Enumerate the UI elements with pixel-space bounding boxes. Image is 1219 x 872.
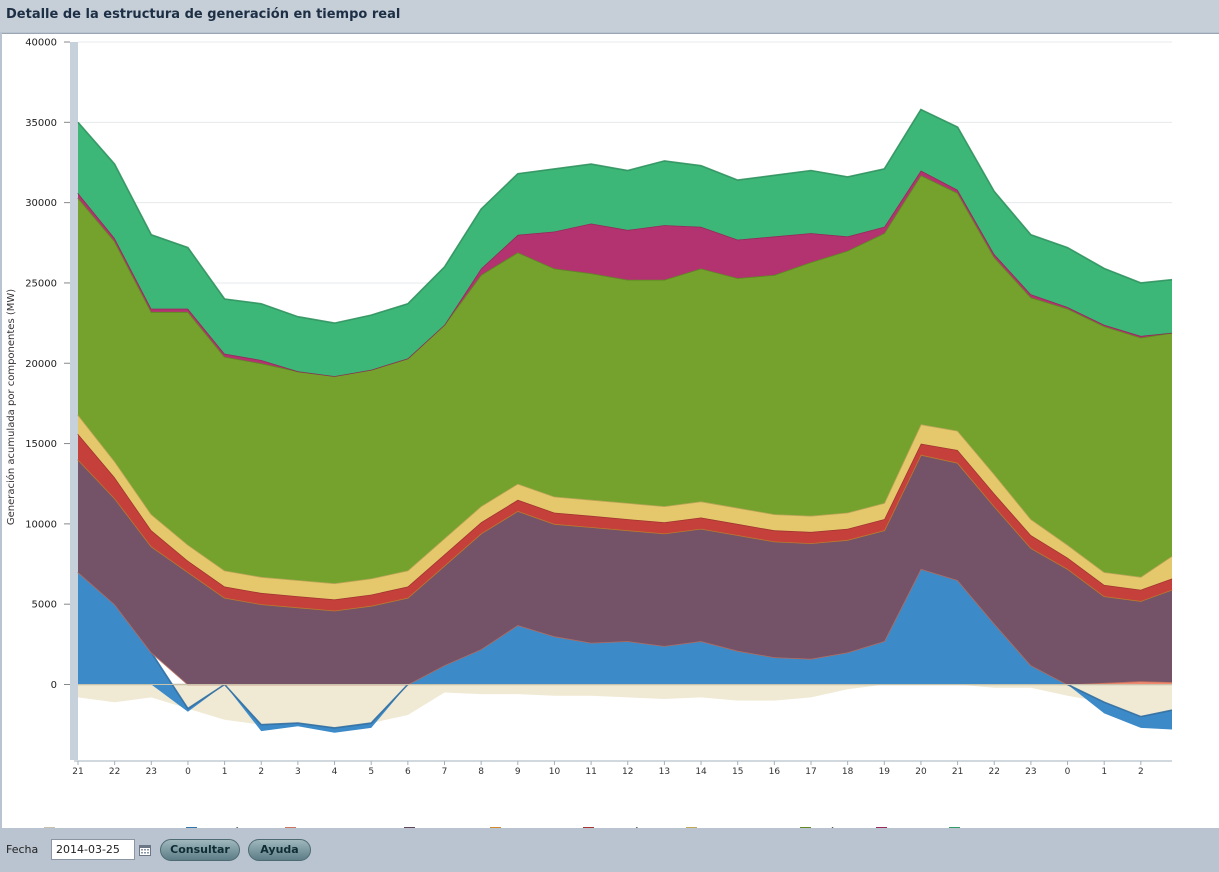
x-tick-label: 5: [368, 767, 374, 777]
x-tick-label: 1: [1101, 767, 1107, 777]
y-axis-bar: [70, 42, 78, 760]
footer-toolbar: Fecha Consultar Ayuda: [0, 828, 1219, 872]
x-tick-label: 12: [622, 767, 633, 777]
ayuda-button[interactable]: Ayuda: [248, 839, 311, 861]
date-label: Fecha: [6, 843, 39, 856]
axes: 0 5000 10000 15000 20000 25000 30000 35000 40000…: [25, 38, 1172, 777]
x-tick-label: 22: [109, 767, 120, 777]
x-tick-label: 14: [695, 767, 707, 777]
y-axis-title: Generación acumulada por componentes (MW…: [5, 289, 17, 525]
generation-chart: 0 5000 10000 15000 20000 25000 30000 35000 40000…: [5, 38, 1173, 777]
x-tick-label: 15: [732, 767, 743, 777]
x-tick-label: 18: [842, 767, 854, 777]
y-tick-label: 40000: [25, 38, 57, 49]
x-tick-label: 2: [258, 767, 264, 777]
x-tick-label: 7: [442, 767, 448, 777]
series-area: [78, 684, 1172, 728]
y-tick-label: 30000: [25, 198, 57, 209]
x-tick-label: 10: [549, 767, 561, 777]
x-tick-label: 16: [769, 767, 781, 777]
x-tick-label: 11: [585, 767, 596, 777]
area-series: [77, 108, 1173, 733]
x-tick-label: 20: [915, 767, 927, 777]
x-tick-label: 8: [478, 767, 484, 777]
series-area: [78, 454, 1172, 685]
y-tick-label: 35000: [25, 118, 57, 129]
series-area: [78, 170, 1172, 377]
series-area: [78, 109, 1172, 377]
series-area: [78, 433, 1172, 611]
x-tick-label: 2: [1138, 767, 1144, 777]
x-tick-label: 21: [72, 767, 83, 777]
series-line: [77, 108, 1173, 324]
x-tick-label: 3: [295, 767, 301, 777]
x-tick-label: 19: [879, 767, 891, 777]
x-tick-label: 6: [405, 767, 411, 777]
x-tick-label: 21: [952, 767, 963, 777]
date-input[interactable]: [51, 839, 135, 860]
series-area: [78, 414, 1172, 600]
x-tick-label: 23: [146, 767, 157, 777]
x-tick-label: 22: [989, 767, 1000, 777]
page-title: Detalle de la estructura de generación e…: [6, 7, 401, 22]
x-tick-label: 0: [1065, 767, 1071, 777]
y-tick-label: 15000: [25, 439, 57, 450]
x-tick-label: 17: [805, 767, 816, 777]
x-tick-label: 4: [332, 767, 338, 777]
x-tick-label: 23: [1025, 767, 1036, 777]
x-tick-label: 1: [222, 767, 228, 777]
y-tick-label: 5000: [32, 600, 57, 611]
y-tick-label: 20000: [25, 359, 57, 370]
y-tick-label: 0: [51, 680, 57, 691]
x-tick-label: 9: [515, 767, 521, 777]
calendar-icon[interactable]: [139, 844, 151, 856]
header: Detalle de la estructura de generación e…: [0, 0, 1219, 32]
y-tick-label: 25000: [25, 278, 57, 289]
series-area: [78, 568, 1172, 733]
x-tick-label: 0: [185, 767, 191, 777]
series-area: [78, 175, 1172, 584]
consultar-button[interactable]: Consultar: [160, 839, 240, 861]
y-tick-label: 10000: [25, 519, 57, 530]
chart-panel: 0 5000 10000 15000 20000 25000 30000 35000 40000…: [2, 33, 1219, 839]
x-tick-label: 13: [659, 767, 670, 777]
